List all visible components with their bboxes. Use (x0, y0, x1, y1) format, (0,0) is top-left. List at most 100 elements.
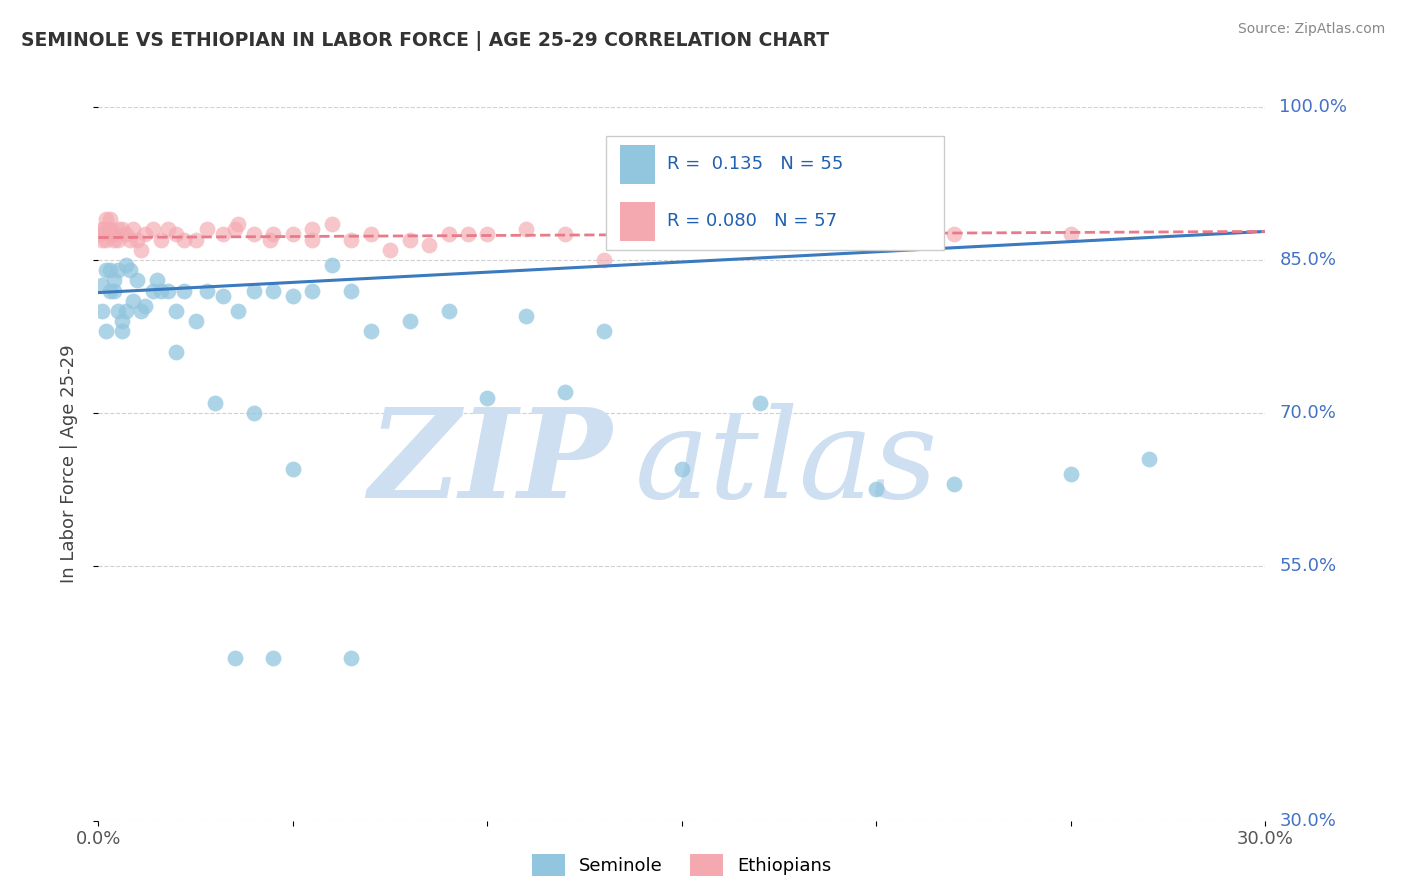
Text: 85.0%: 85.0% (1279, 251, 1337, 269)
Point (204, 395, 226, 409)
Point (122, 222, 145, 236)
Point (96, 212, 118, 227)
Point (89, 227, 111, 242)
Point (360, 227, 382, 242)
Point (127, 233, 149, 247)
Point (107, 233, 129, 247)
Point (91, 304, 114, 318)
Point (184, 233, 207, 247)
Point (1060, 467, 1083, 481)
Text: R =  0.135   N = 55: R = 0.135 N = 55 (666, 155, 844, 173)
Point (111, 314, 134, 328)
Point (360, 324, 382, 338)
Point (710, 227, 733, 242)
Point (129, 304, 152, 318)
Point (943, 477, 966, 491)
Text: 30.0%: 30.0% (1279, 812, 1336, 830)
Point (98, 263, 121, 277)
Point (943, 227, 966, 242)
Point (142, 222, 165, 236)
Point (787, 222, 810, 236)
Point (515, 222, 537, 236)
Text: ZIP: ZIP (368, 403, 612, 524)
Point (96, 263, 118, 277)
Point (212, 288, 235, 302)
Point (111, 222, 134, 236)
Point (301, 284, 323, 298)
Point (127, 273, 149, 287)
Point (418, 237, 440, 252)
Point (111, 324, 134, 338)
Point (281, 462, 304, 476)
Point (107, 304, 129, 318)
Point (165, 304, 187, 318)
Point (378, 243, 402, 257)
Point (122, 293, 145, 308)
Point (103, 284, 125, 298)
Point (340, 233, 363, 247)
Point (612, 233, 634, 247)
Point (259, 233, 281, 247)
Point (107, 222, 129, 236)
Point (243, 227, 266, 242)
Point (173, 284, 195, 298)
Point (477, 227, 499, 242)
Point (114, 227, 136, 242)
Point (593, 252, 616, 267)
Point (98, 212, 121, 227)
Bar (620, 202, 655, 241)
Point (827, 222, 849, 236)
Point (103, 273, 125, 287)
Point (1060, 227, 1083, 242)
Point (340, 650, 363, 665)
Text: SEMINOLE VS ETHIOPIAN IN LABOR FORCE | AGE 25-29 CORRELATION CHART: SEMINOLE VS ETHIOPIAN IN LABOR FORCE | A… (21, 31, 830, 51)
Point (281, 227, 304, 242)
Point (212, 227, 235, 242)
Point (224, 650, 246, 665)
Point (228, 217, 250, 231)
Point (96, 233, 118, 247)
Point (631, 227, 654, 242)
Text: Source: ZipAtlas.com: Source: ZipAtlas.com (1237, 22, 1385, 37)
Point (671, 227, 693, 242)
Point (157, 222, 180, 236)
Point (134, 299, 156, 313)
Y-axis label: In Labor Force | Age 25-29: In Labor Force | Age 25-29 (59, 344, 77, 583)
Point (149, 233, 172, 247)
Point (129, 243, 152, 257)
Point (437, 304, 460, 318)
Point (865, 217, 887, 231)
Point (262, 227, 284, 242)
Text: atlas: atlas (636, 403, 939, 524)
Point (93, 222, 115, 236)
Point (224, 222, 246, 236)
FancyBboxPatch shape (606, 136, 945, 250)
Point (262, 650, 284, 665)
Point (114, 304, 136, 318)
Point (118, 233, 141, 247)
Point (398, 233, 420, 247)
Point (114, 258, 136, 272)
Point (228, 304, 250, 318)
Point (321, 217, 343, 231)
Text: 55.0%: 55.0% (1279, 557, 1337, 574)
Point (165, 227, 187, 242)
Point (671, 462, 693, 476)
Point (515, 309, 537, 323)
Point (134, 227, 156, 242)
Point (91, 222, 114, 236)
Text: 70.0%: 70.0% (1279, 404, 1336, 422)
Text: 100.0%: 100.0% (1279, 98, 1347, 116)
Point (103, 227, 125, 242)
Point (398, 314, 420, 328)
Point (262, 284, 284, 298)
Point (321, 258, 343, 272)
Point (142, 284, 165, 298)
Point (98, 284, 121, 298)
Point (437, 227, 460, 242)
Bar (620, 145, 655, 184)
Point (554, 385, 576, 400)
Point (157, 284, 180, 298)
Point (98, 222, 121, 236)
Point (103, 233, 125, 247)
